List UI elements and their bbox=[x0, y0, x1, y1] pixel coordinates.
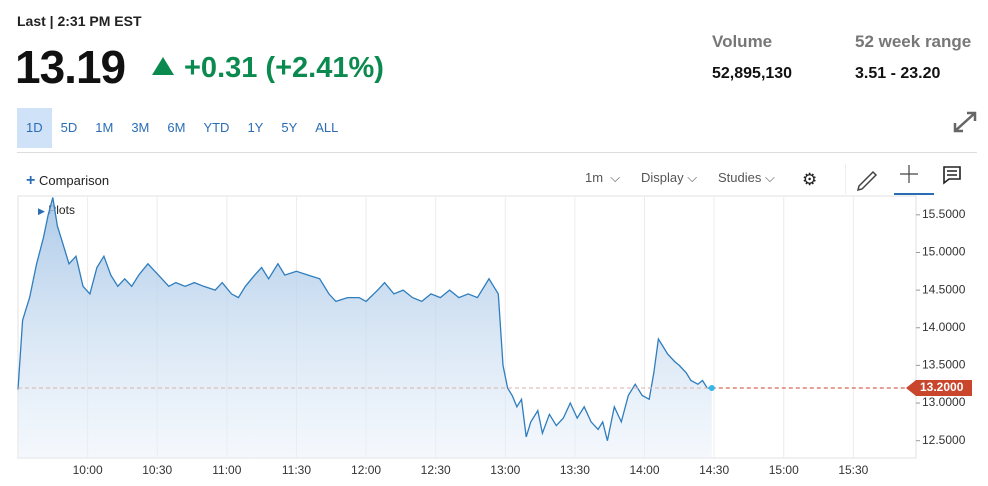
range-tab[interactable]: 3M bbox=[131, 120, 150, 135]
y-tick-label: 13.5000 bbox=[922, 358, 966, 372]
x-tick-label: 13:30 bbox=[560, 463, 590, 477]
reference-label: 13.2000 bbox=[920, 380, 964, 394]
y-tick-label: 15.0000 bbox=[922, 245, 966, 259]
range-tab[interactable]: YTD bbox=[203, 120, 230, 135]
price: 13.19 bbox=[15, 41, 126, 93]
x-tick-label: 15:00 bbox=[769, 463, 799, 477]
range-tab[interactable]: ALL bbox=[315, 120, 339, 135]
tool-icons bbox=[845, 164, 961, 195]
plots-label: Plots bbox=[48, 203, 75, 217]
interval-menu[interactable]: 1m ⌵ bbox=[585, 170, 621, 185]
x-tick-label: 12:00 bbox=[351, 463, 381, 477]
last-label: Last | 2:31 PM EST bbox=[17, 13, 142, 29]
stat-value: 3.51 - 23.20 bbox=[855, 65, 941, 82]
range-tab[interactable]: 1Y bbox=[247, 120, 264, 135]
display-label: Display bbox=[641, 170, 684, 185]
x-tick-label: 11:30 bbox=[282, 463, 311, 477]
studies-menu[interactable]: Studies ⌵ bbox=[718, 170, 775, 185]
stat-value: 52,895,130 bbox=[712, 65, 793, 82]
plot-area bbox=[17, 195, 917, 459]
y-tick-label: 12.5000 bbox=[922, 433, 966, 447]
y-tick-label: 15.5000 bbox=[922, 207, 966, 221]
range-tab[interactable]: 5Y bbox=[281, 120, 298, 135]
draw-tool[interactable] bbox=[856, 170, 878, 192]
x-tick-label: 10:00 bbox=[73, 463, 103, 477]
studies-label: Studies bbox=[718, 170, 762, 185]
last-point bbox=[708, 384, 715, 391]
comparison-label: Comparison bbox=[38, 173, 110, 188]
settings-button[interactable]: ⚙ bbox=[802, 170, 818, 189]
plots-toggle[interactable]: ▶ Plots bbox=[38, 203, 75, 217]
x-tick-label: 15:30 bbox=[838, 463, 868, 477]
y-tick-label: 14.5000 bbox=[922, 282, 966, 296]
x-tick-label: 11:00 bbox=[212, 463, 241, 477]
x-tick-label: 12:30 bbox=[421, 463, 451, 477]
comparison-button[interactable]: + Comparison bbox=[26, 172, 110, 189]
crosshair-tool[interactable] bbox=[900, 165, 918, 183]
comment-tool[interactable] bbox=[943, 166, 961, 185]
range-tab[interactable]: 1M bbox=[95, 120, 114, 135]
range-tab[interactable]: 5D bbox=[60, 120, 78, 135]
x-tick-label: 13:00 bbox=[490, 463, 520, 477]
reference-badge bbox=[906, 379, 972, 396]
display-menu[interactable]: Display ⌵ bbox=[641, 170, 698, 185]
stat-label: Volume bbox=[712, 32, 773, 51]
x-tick-label: 10:30 bbox=[142, 463, 172, 477]
change: +0.31 (+2.41%) bbox=[152, 52, 384, 85]
y-tick-label: 14.0000 bbox=[922, 320, 966, 334]
range-tab[interactable]: 1D bbox=[17, 108, 52, 148]
divider bbox=[17, 152, 977, 153]
y-tick-label: 13.0000 bbox=[922, 395, 966, 409]
x-tick-label: 14:00 bbox=[629, 463, 659, 477]
price-line bbox=[17, 197, 712, 441]
range-tabs: 1D 5D 1M 3M 6M YTD 1Y 5Y ALL bbox=[17, 108, 347, 148]
area bbox=[18, 197, 712, 458]
expand-icon[interactable] bbox=[952, 110, 978, 134]
x-tick-label: 14:30 bbox=[699, 463, 729, 477]
range-tab[interactable]: 6M bbox=[167, 120, 186, 135]
interval-label: 1m bbox=[585, 170, 604, 185]
stat-label: 52 week range bbox=[855, 32, 972, 51]
